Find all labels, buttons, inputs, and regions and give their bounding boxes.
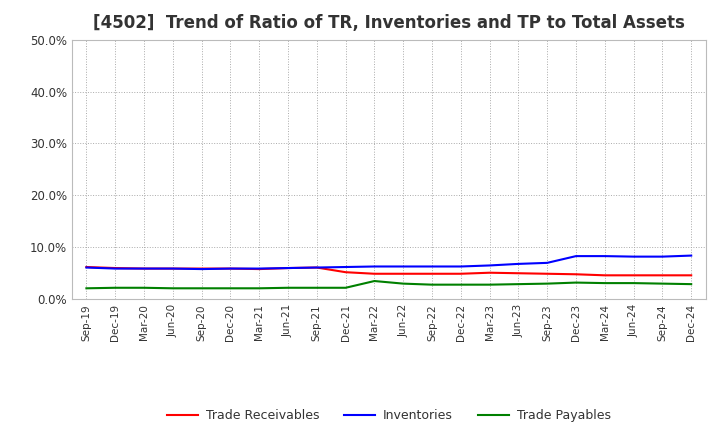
Trade Payables — [428, 282, 436, 287]
Inventories — [111, 266, 120, 271]
Trade Receivables — [312, 265, 321, 270]
Trade Receivables — [168, 266, 177, 271]
Trade Receivables — [514, 271, 523, 276]
Inventories — [341, 264, 350, 270]
Trade Receivables — [687, 273, 696, 278]
Inventories — [399, 264, 408, 269]
Trade Payables — [341, 285, 350, 290]
Trade Payables — [255, 286, 264, 291]
Trade Receivables — [600, 273, 609, 278]
Inventories — [572, 253, 580, 259]
Trade Payables — [600, 280, 609, 286]
Inventories — [514, 261, 523, 267]
Title: [4502]  Trend of Ratio of TR, Inventories and TP to Total Assets: [4502] Trend of Ratio of TR, Inventories… — [93, 15, 685, 33]
Trade Payables — [226, 286, 235, 291]
Trade Payables — [629, 280, 638, 286]
Trade Payables — [514, 282, 523, 287]
Inventories — [456, 264, 465, 269]
Trade Receivables — [543, 271, 552, 276]
Trade Payables — [82, 286, 91, 291]
Trade Receivables — [370, 271, 379, 276]
Inventories — [629, 254, 638, 259]
Line: Trade Payables: Trade Payables — [86, 281, 691, 288]
Trade Receivables — [658, 273, 667, 278]
Inventories — [226, 266, 235, 271]
Trade Receivables — [456, 271, 465, 276]
Legend: Trade Receivables, Inventories, Trade Payables: Trade Receivables, Inventories, Trade Pa… — [162, 404, 616, 427]
Line: Trade Receivables: Trade Receivables — [86, 267, 691, 275]
Inventories — [658, 254, 667, 259]
Trade Payables — [543, 281, 552, 286]
Inventories — [600, 253, 609, 259]
Trade Receivables — [82, 264, 91, 270]
Trade Payables — [687, 282, 696, 287]
Trade Payables — [658, 281, 667, 286]
Trade Receivables — [399, 271, 408, 276]
Trade Payables — [197, 286, 206, 291]
Trade Payables — [456, 282, 465, 287]
Trade Payables — [284, 285, 292, 290]
Trade Receivables — [629, 273, 638, 278]
Trade Receivables — [226, 266, 235, 271]
Trade Payables — [111, 285, 120, 290]
Trade Payables — [168, 286, 177, 291]
Inventories — [428, 264, 436, 269]
Trade Payables — [399, 281, 408, 286]
Inventories — [82, 265, 91, 270]
Trade Receivables — [341, 270, 350, 275]
Trade Receivables — [485, 270, 494, 275]
Inventories — [687, 253, 696, 258]
Inventories — [543, 260, 552, 265]
Inventories — [370, 264, 379, 269]
Trade Receivables — [111, 265, 120, 271]
Inventories — [197, 267, 206, 272]
Trade Payables — [312, 285, 321, 290]
Inventories — [312, 265, 321, 270]
Trade Receivables — [428, 271, 436, 276]
Trade Receivables — [140, 266, 148, 271]
Line: Inventories: Inventories — [86, 256, 691, 269]
Inventories — [284, 265, 292, 271]
Trade Payables — [572, 280, 580, 285]
Inventories — [485, 263, 494, 268]
Trade Receivables — [284, 265, 292, 271]
Trade Receivables — [572, 271, 580, 277]
Trade Payables — [370, 279, 379, 284]
Trade Payables — [485, 282, 494, 287]
Trade Receivables — [197, 266, 206, 271]
Inventories — [140, 266, 148, 271]
Trade Receivables — [255, 267, 264, 272]
Trade Payables — [140, 285, 148, 290]
Inventories — [255, 266, 264, 271]
Inventories — [168, 266, 177, 271]
